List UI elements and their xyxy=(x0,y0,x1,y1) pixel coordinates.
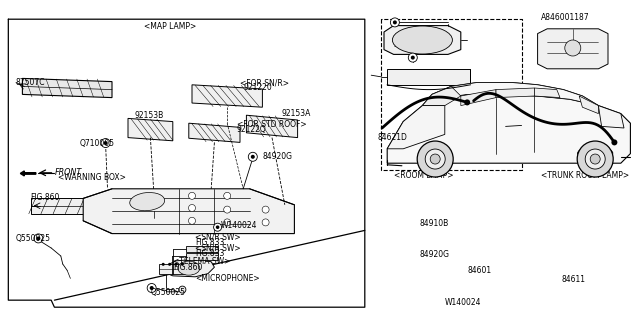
Circle shape xyxy=(408,53,417,62)
Circle shape xyxy=(214,223,221,231)
Circle shape xyxy=(248,152,257,161)
Polygon shape xyxy=(31,198,99,214)
Ellipse shape xyxy=(178,261,200,275)
Polygon shape xyxy=(166,290,178,292)
Circle shape xyxy=(262,206,269,213)
Circle shape xyxy=(430,154,440,164)
Text: 87507C: 87507C xyxy=(16,78,45,87)
Ellipse shape xyxy=(392,26,452,54)
Text: 92153A: 92153A xyxy=(282,109,311,118)
Text: <MAP LAMP>: <MAP LAMP> xyxy=(144,22,196,31)
Polygon shape xyxy=(163,259,214,277)
Text: 84920G: 84920G xyxy=(262,152,292,161)
Text: FIG.860: FIG.860 xyxy=(173,263,202,272)
Polygon shape xyxy=(579,96,598,114)
Polygon shape xyxy=(387,106,445,149)
Text: W140024: W140024 xyxy=(221,221,257,230)
Circle shape xyxy=(104,141,108,145)
Ellipse shape xyxy=(130,193,164,211)
Polygon shape xyxy=(189,123,240,142)
Circle shape xyxy=(34,234,43,243)
Circle shape xyxy=(464,100,470,105)
Text: 92122Q: 92122Q xyxy=(237,125,266,134)
Text: <WARNING BOX>: <WARNING BOX> xyxy=(58,173,125,182)
Circle shape xyxy=(224,192,230,199)
Circle shape xyxy=(393,20,397,24)
Text: A846001187: A846001187 xyxy=(541,13,589,22)
Text: <TRUNK ROOM LAMP>: <TRUNK ROOM LAMP> xyxy=(541,171,629,180)
Polygon shape xyxy=(461,90,496,106)
Text: <FOR STD ROOF>: <FOR STD ROOF> xyxy=(237,120,307,129)
Circle shape xyxy=(36,236,40,240)
Circle shape xyxy=(168,263,171,266)
Text: FIG.833: FIG.833 xyxy=(195,238,225,247)
Text: Q550025: Q550025 xyxy=(150,288,186,297)
Text: 84910B: 84910B xyxy=(419,219,449,228)
Polygon shape xyxy=(534,88,560,98)
Polygon shape xyxy=(384,26,461,54)
Polygon shape xyxy=(387,69,470,85)
Polygon shape xyxy=(387,94,630,163)
Text: FIG.860: FIG.860 xyxy=(30,193,60,202)
Text: 84621D: 84621D xyxy=(378,133,408,142)
FancyArrow shape xyxy=(20,171,36,176)
Text: <SN/R SW>: <SN/R SW> xyxy=(195,233,241,242)
Polygon shape xyxy=(22,78,112,98)
Text: 92153B: 92153B xyxy=(134,111,164,120)
Circle shape xyxy=(417,141,453,177)
Circle shape xyxy=(411,56,415,60)
Text: FRONT: FRONT xyxy=(54,168,82,177)
Circle shape xyxy=(577,141,613,177)
Polygon shape xyxy=(496,88,534,98)
Text: 921220: 921220 xyxy=(243,84,272,92)
Circle shape xyxy=(425,149,445,169)
Circle shape xyxy=(150,286,154,290)
Polygon shape xyxy=(538,29,608,69)
Circle shape xyxy=(262,219,269,226)
Polygon shape xyxy=(128,118,173,141)
Polygon shape xyxy=(159,264,192,274)
Text: Q710005: Q710005 xyxy=(80,139,115,148)
Polygon shape xyxy=(598,106,624,128)
Text: 84601: 84601 xyxy=(467,266,492,275)
Circle shape xyxy=(590,154,600,164)
Text: W140024: W140024 xyxy=(445,298,481,307)
Polygon shape xyxy=(83,189,294,234)
Polygon shape xyxy=(422,86,461,106)
Polygon shape xyxy=(192,85,262,107)
Circle shape xyxy=(251,155,255,159)
Circle shape xyxy=(189,217,195,224)
Polygon shape xyxy=(186,253,218,260)
Circle shape xyxy=(224,206,230,213)
Text: <TELEMA SW>: <TELEMA SW> xyxy=(173,257,230,266)
Text: 84611: 84611 xyxy=(561,276,585,284)
Circle shape xyxy=(189,192,195,199)
Circle shape xyxy=(216,225,220,229)
Circle shape xyxy=(162,263,164,266)
Circle shape xyxy=(179,286,186,293)
Circle shape xyxy=(175,263,177,266)
Polygon shape xyxy=(186,246,218,252)
Circle shape xyxy=(224,219,230,226)
Circle shape xyxy=(564,40,581,56)
Circle shape xyxy=(147,284,156,292)
Text: FIG.833: FIG.833 xyxy=(195,249,225,258)
Circle shape xyxy=(181,263,184,266)
Circle shape xyxy=(585,149,605,169)
Text: <ROOM LAMP>: <ROOM LAMP> xyxy=(394,171,453,180)
Text: <MICROPHONE>: <MICROPHONE> xyxy=(195,274,260,283)
Circle shape xyxy=(101,139,110,148)
Polygon shape xyxy=(422,83,598,106)
Text: <SN/R SW>: <SN/R SW> xyxy=(195,244,241,253)
Polygon shape xyxy=(246,115,298,138)
Circle shape xyxy=(611,140,618,145)
Circle shape xyxy=(189,204,195,212)
Circle shape xyxy=(390,18,399,27)
Text: Q550025: Q550025 xyxy=(16,234,51,243)
Text: 84920G: 84920G xyxy=(419,250,449,259)
Text: <FOR SN/R>: <FOR SN/R> xyxy=(240,78,289,87)
